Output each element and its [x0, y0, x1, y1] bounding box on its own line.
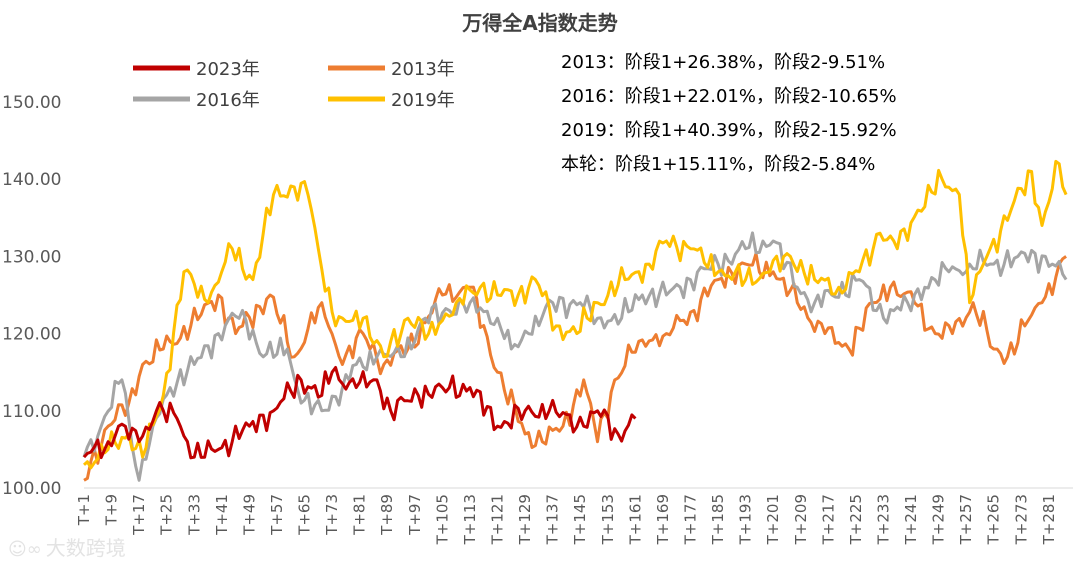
- x-tick-label: T+97: [406, 494, 424, 536]
- legend-label: 2016年: [196, 90, 260, 111]
- y-tick-label: 130.00: [2, 247, 61, 267]
- x-tick-label: T+249: [930, 494, 948, 545]
- series-line-2023年: [82, 366, 637, 460]
- x-tick-label: T+241: [902, 494, 920, 545]
- x-tick-label: T+265: [985, 494, 1003, 545]
- y-axis: 100.00 110.00 120.00 130.00 140.00 150.00: [2, 93, 61, 499]
- legend-label: 2023年: [196, 59, 260, 80]
- x-tick-label: T+169: [654, 494, 672, 545]
- x-tick-label: T+17: [130, 494, 148, 536]
- watermark: ☺∞ 大数跨境: [8, 532, 126, 561]
- x-tick-label: T+193: [737, 494, 755, 545]
- x-tick-label: T+33: [185, 494, 203, 536]
- series-layer: [82, 159, 1068, 482]
- watermark-text: 大数跨境: [45, 536, 126, 560]
- y-tick-label: 100.00: [2, 479, 61, 499]
- x-tick-label: T+25: [158, 494, 176, 536]
- legend: 2023年 2013年 2016年 2019年: [133, 59, 455, 111]
- x-tick-label: T+185: [709, 494, 727, 545]
- x-tick-label: T+49: [240, 494, 258, 536]
- x-tick-label: T+73: [323, 494, 341, 536]
- x-tick-label: T+41: [213, 494, 231, 536]
- series-line-2019年: [82, 159, 1068, 470]
- stage-annotation: 2013：阶段1+26.38%，阶段2-9.51%: [561, 52, 885, 73]
- series-line-2013年: [83, 252, 1067, 482]
- annotations: 2013：阶段1+26.38%，阶段2-9.51% 2016：阶段1+22.01%…: [561, 52, 897, 175]
- y-tick-label: 140.00: [2, 170, 61, 190]
- y-tick-label: 150.00: [2, 93, 61, 113]
- x-tick-label: T+225: [847, 494, 865, 545]
- x-tick-label: T+177: [681, 494, 699, 545]
- x-tick-label: T+129: [516, 494, 534, 545]
- x-axis: T+1 T+9 T+17 T+25 T+33 T+41 T+49 T+57 T+65 T+73 T+…: [75, 487, 1073, 545]
- stage-annotation: 2016：阶段1+22.01%，阶段2-10.65%: [561, 86, 897, 107]
- x-tick-label: T+57: [268, 494, 286, 536]
- legend-label: 2013年: [391, 59, 455, 80]
- x-tick-label: T+161: [626, 494, 644, 545]
- x-tick-label: T+81: [351, 494, 369, 536]
- x-tick-label: T+217: [819, 494, 837, 545]
- y-tick-label: 110.00: [2, 402, 61, 422]
- watermark-logo-icon: ☺∞: [8, 539, 42, 560]
- x-tick-label: T+281: [1040, 494, 1058, 545]
- x-tick-label: T+145: [571, 494, 589, 545]
- y-tick-label: 120.00: [2, 325, 61, 345]
- x-tick-label: T+273: [1012, 494, 1030, 545]
- x-tick-label: T+89: [378, 494, 396, 536]
- x-tick-label: T+105: [433, 494, 451, 545]
- x-tick-label: T+9: [103, 494, 121, 526]
- legend-label: 2019年: [391, 90, 455, 111]
- x-tick-label: T+257: [957, 494, 975, 545]
- x-tick-label: T+153: [599, 494, 617, 545]
- x-tick-label: T+113: [461, 494, 479, 545]
- x-tick-label: T+201: [764, 494, 782, 545]
- chart-title: 万得全A指数走势: [461, 11, 617, 35]
- x-tick-label: T+121: [489, 494, 507, 545]
- x-tick-label: T+1: [75, 494, 93, 526]
- x-tick-label: T+137: [544, 494, 562, 545]
- stage-annotation: 2019：阶段1+40.39%，阶段2-15.92%: [561, 120, 897, 141]
- x-tick-label: T+209: [792, 494, 810, 545]
- x-tick-label: T+65: [296, 494, 314, 536]
- series-line-2016年: [82, 231, 1068, 482]
- x-tick-label: T+233: [874, 494, 892, 545]
- stage-annotation: 本轮：阶段1+15.11%，阶段2-5.84%: [561, 154, 875, 175]
